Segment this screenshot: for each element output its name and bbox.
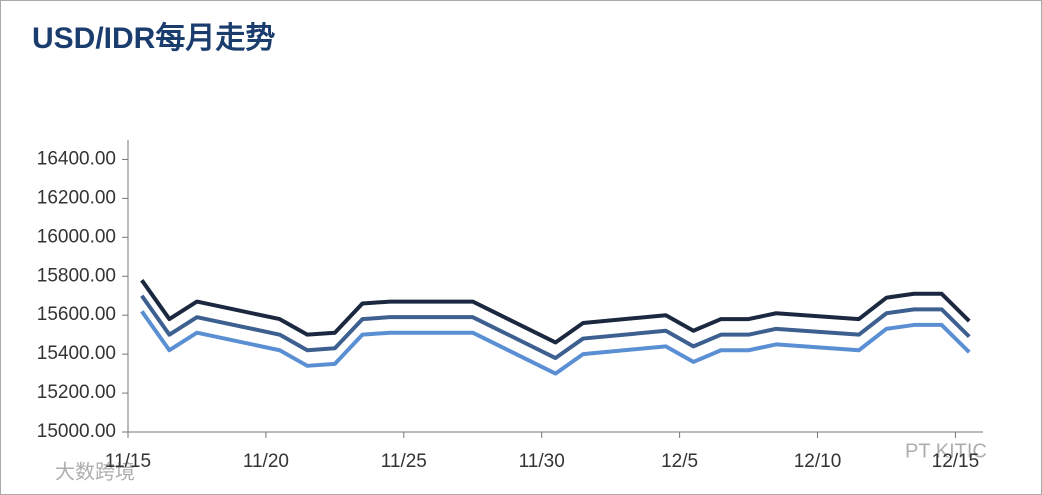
x-tick-label: 11/25 [381,451,427,472]
x-tick-label: 11/20 [243,451,289,472]
x-tick-label: 12/5 [661,451,698,472]
y-tick-label: 16400.00 [37,148,116,169]
x-tick-label: 12/15 [932,451,980,472]
y-tick-label: 15600.00 [37,304,116,325]
series-line [140,279,971,345]
y-tick-label: 15400.00 [37,343,116,364]
watermark: 大数跨境 [55,460,135,483]
y-tick-label: 15800.00 [37,265,116,286]
y-tick-label: 16200.00 [37,187,116,208]
x-tick-label: 11/15 [105,451,151,472]
series-line [140,310,971,376]
y-tick-label: 15000.00 [37,421,116,442]
chart-title: USD/IDR每月走势 [32,21,275,55]
watermark: PT KITIC [905,440,987,462]
series-line [140,294,971,361]
y-tick-label: 15200.00 [37,382,116,403]
x-tick-label: 12/10 [794,451,842,472]
y-tick-label: 16000.00 [37,226,116,247]
x-tick-label: 11/30 [519,451,565,472]
